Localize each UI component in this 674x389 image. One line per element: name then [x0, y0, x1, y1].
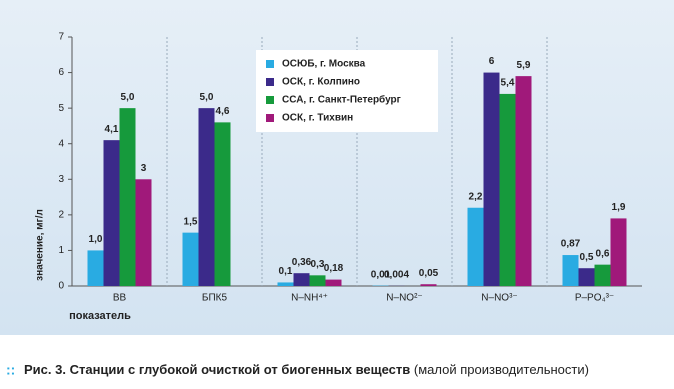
x-tick-label: N–NO²⁻: [386, 293, 422, 304]
y-tick-label: 0: [58, 281, 64, 292]
bar: [595, 265, 611, 286]
bar: [310, 275, 326, 286]
y-tick-label: 7: [58, 32, 64, 43]
bar: [500, 94, 516, 286]
value-label: 4,6: [216, 106, 230, 117]
value-label: 2,2: [469, 191, 483, 202]
x-tick-label: N–NO³⁻: [481, 293, 517, 304]
bar: [468, 208, 484, 286]
value-label: 0,6: [596, 248, 610, 259]
x-axis-label: показатель: [69, 310, 131, 322]
value-label: 5,0: [121, 92, 135, 103]
bar: [516, 76, 532, 286]
value-label: 6: [489, 56, 495, 67]
bar: [215, 122, 231, 286]
x-tick-label: БПК5: [202, 293, 228, 304]
value-label: 1,0: [89, 234, 103, 245]
value-label: 0,3: [311, 259, 325, 270]
bar: [484, 73, 500, 286]
legend-swatch: [266, 60, 274, 68]
bar: [136, 179, 152, 286]
value-label: 0,36: [292, 257, 312, 268]
bar: [183, 233, 199, 286]
caption-title: Станции с глубокой очисткой от биогенных…: [70, 362, 411, 377]
value-label: 3: [141, 163, 147, 174]
y-tick-label: 6: [58, 67, 64, 78]
bar: [88, 250, 104, 286]
bar: [294, 273, 310, 286]
value-label: 0,5: [580, 252, 594, 263]
value-label: 1,9: [612, 202, 626, 213]
bar: [120, 108, 136, 286]
x-tick-label: P–PO₄³⁻: [575, 293, 614, 304]
legend-label: ССА, г. Санкт-Петербург: [282, 94, 401, 106]
y-tick-label: 5: [58, 103, 64, 114]
value-label: 5,4: [501, 78, 515, 89]
bar: [421, 284, 437, 286]
y-tick-label: 1: [58, 245, 64, 256]
x-tick-label: N–NH⁴⁺: [291, 293, 328, 304]
value-label: 0,87: [561, 239, 581, 250]
legend-label: ОСК, г. Тихвин: [282, 113, 353, 124]
legend-label: ОСК, г. Колпино: [282, 77, 360, 88]
bar: [611, 218, 627, 286]
value-label: 5,0: [200, 92, 214, 103]
value-label: 0,18: [324, 263, 344, 274]
y-axis-label: значение, мг/л: [35, 209, 46, 281]
bar: [563, 255, 579, 286]
y-tick-label: 2: [58, 209, 64, 220]
caption-marker: ::: [6, 362, 15, 378]
bar: [104, 140, 120, 286]
value-label: 5,9: [517, 60, 531, 71]
bar: [199, 108, 215, 286]
bar: [278, 282, 294, 286]
value-label: 4,1: [105, 124, 119, 135]
y-tick-label: 3: [58, 174, 64, 185]
value-label: 1,5: [184, 216, 198, 227]
value-label: 0,004: [384, 269, 409, 280]
caption: Рис. 3. Станции с глубокой очисткой от б…: [24, 362, 589, 377]
caption-label: Рис. 3.: [24, 362, 66, 377]
bar: [326, 280, 342, 286]
legend-swatch: [266, 78, 274, 86]
x-tick-label: ВВ: [113, 293, 127, 304]
value-label: 0,1: [279, 266, 293, 277]
y-tick-label: 4: [58, 138, 64, 149]
bar: [579, 268, 595, 286]
legend-label: ОСЮБ, г. Москва: [282, 59, 366, 70]
caption-note: (малой производительности): [414, 362, 589, 377]
value-label: 0,05: [419, 268, 439, 279]
legend-swatch: [266, 114, 274, 122]
legend-swatch: [266, 96, 274, 104]
